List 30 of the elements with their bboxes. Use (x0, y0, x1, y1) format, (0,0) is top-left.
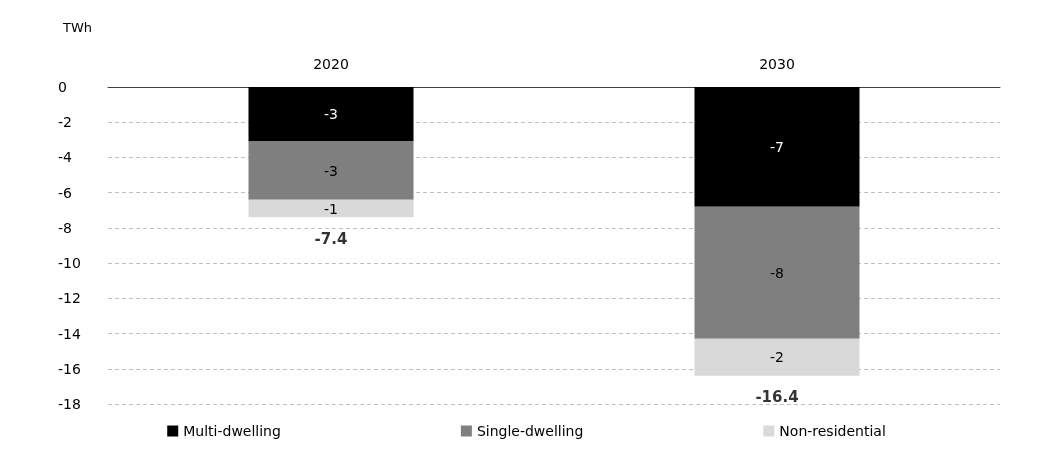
y-tick-label: -18 (58, 396, 81, 412)
y-tick-label: -8 (58, 219, 72, 236)
x-tick-label: 2030 (759, 56, 795, 72)
legend-label: Single-dwelling (476, 423, 584, 439)
bar (694, 206, 860, 339)
y-tick-label: -4 (58, 149, 73, 166)
total-label: -7.4 (314, 229, 348, 248)
y-tick-label: -10 (58, 255, 81, 272)
data-label: -3 (324, 162, 338, 179)
bar (694, 338, 860, 376)
y-tick-label: 0 (58, 79, 67, 95)
bar (694, 87, 860, 207)
y-axis-title: TWh (62, 20, 93, 35)
x-tick-label: 2020 (313, 56, 349, 72)
y-tick-label: -6 (58, 184, 73, 201)
legend-label: Non-residential (779, 423, 886, 439)
data-label: -1 (324, 200, 338, 217)
y-tick-label: -12 (58, 290, 81, 307)
y-tick-label: -2 (58, 114, 72, 131)
legend-label: Multi-dwelling (183, 423, 281, 439)
data-label: -3 (324, 106, 338, 123)
y-tick-label: -14 (58, 325, 81, 342)
y-tick-label: -16 (58, 360, 81, 377)
data-label: -7 (770, 138, 784, 155)
bar (248, 199, 414, 218)
bar (248, 141, 414, 200)
bar (248, 87, 414, 142)
total-label: -16.4 (755, 388, 799, 407)
data-label: -8 (770, 264, 784, 281)
data-label: -2 (770, 349, 784, 366)
